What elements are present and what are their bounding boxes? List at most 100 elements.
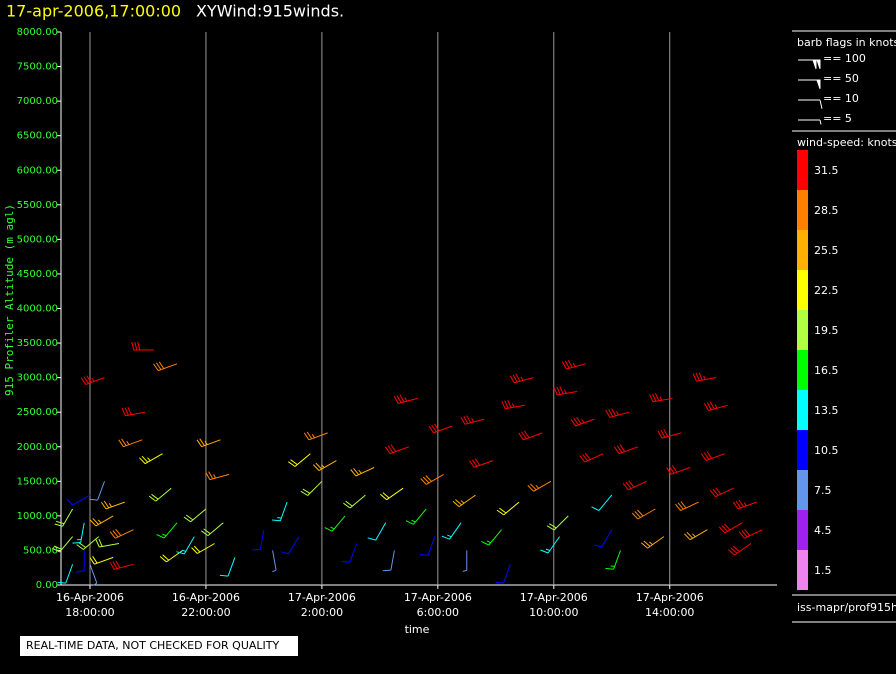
wind-barb xyxy=(640,536,665,549)
wind-barb xyxy=(518,430,543,441)
wind-barb xyxy=(196,438,221,448)
wind-barb xyxy=(591,494,613,511)
legend-label: == 50 xyxy=(823,72,859,85)
wind-barb xyxy=(605,550,621,570)
y-tick-label: 3500.00 xyxy=(17,338,58,349)
wind-barb xyxy=(452,494,476,508)
wind-barb xyxy=(95,538,120,548)
legend-barb xyxy=(798,119,822,125)
wind-barb xyxy=(495,564,511,584)
wind-barb xyxy=(384,444,410,455)
colorbar-swatch xyxy=(797,190,808,230)
y-tick-label: 6000.00 xyxy=(17,165,58,176)
colorbar-swatch xyxy=(797,390,808,430)
wind-barb xyxy=(718,522,743,534)
colorbar-swatch xyxy=(797,430,808,470)
wind-barb xyxy=(205,471,230,481)
legend-barb xyxy=(798,99,823,109)
y-axis-label: 915 Profiler Altitude (m agl) xyxy=(3,204,16,396)
colorbar-label: 13.5 xyxy=(814,404,839,417)
wind-barb xyxy=(622,480,647,491)
notice-box xyxy=(20,636,298,656)
wind-barb xyxy=(462,550,468,572)
flag-legend-title: barb flags in knots xyxy=(797,36,896,49)
colorbar-swatch xyxy=(797,470,808,510)
wind-barb xyxy=(148,487,172,502)
wind-barb xyxy=(300,480,323,496)
colorbar-label: 31.5 xyxy=(814,164,839,177)
wind-barb xyxy=(382,550,395,572)
legend-label: == 10 xyxy=(823,92,859,105)
wind-barb xyxy=(666,465,691,475)
colorbar-swatch xyxy=(797,150,808,190)
colorbar-label: 19.5 xyxy=(814,324,839,337)
wind-barb xyxy=(312,460,337,472)
wind-barb xyxy=(738,528,763,539)
wind-barb xyxy=(54,508,74,527)
wind-barb xyxy=(405,508,427,525)
y-tick-label: 5000.00 xyxy=(17,234,58,245)
wind-barb xyxy=(727,543,752,556)
wind-barb xyxy=(700,451,725,461)
colorbar-swatch xyxy=(797,510,808,550)
wind-barb xyxy=(219,557,236,577)
wind-barb xyxy=(272,501,288,522)
colorbar-label: 28.5 xyxy=(814,204,839,217)
colorbar-swatch xyxy=(797,550,808,590)
y-tick-label: 1500.00 xyxy=(17,476,58,487)
wind-barb xyxy=(201,522,224,537)
wind-barb xyxy=(76,550,85,573)
wind-barb xyxy=(420,473,444,485)
wind-barb xyxy=(613,444,639,455)
legend-barb xyxy=(798,59,821,69)
wind-barb xyxy=(579,452,604,463)
y-tick-label: 3000.00 xyxy=(17,373,58,384)
colorbar-label: 4.5 xyxy=(814,524,832,537)
x-tick-label: 16-Apr-2006 18:00:00 xyxy=(55,591,124,619)
wind-barb xyxy=(481,529,502,546)
wind-barb xyxy=(139,453,163,465)
y-tick-label: 2500.00 xyxy=(17,407,58,418)
wind-barb xyxy=(343,494,366,509)
wind-barb xyxy=(288,453,311,467)
wind-barb xyxy=(76,536,100,550)
x-tick-label: 17-Apr-2006 2:00:00 xyxy=(287,591,356,619)
y-tick-label: 8000.00 xyxy=(17,27,58,38)
wind-barb xyxy=(324,515,346,532)
wind-barb xyxy=(131,341,154,351)
wind-barb xyxy=(684,529,708,541)
colorbar-label: 7.5 xyxy=(814,484,832,497)
y-tick-label: 2000.00 xyxy=(17,442,58,453)
y-tick-label: 0.00 xyxy=(36,580,58,591)
wind-barb xyxy=(57,564,74,584)
wind-barb xyxy=(527,480,552,492)
x-tick-label: 17-Apr-2006 10:00:00 xyxy=(519,591,588,619)
y-tick-label: 4000.00 xyxy=(17,304,58,315)
wind-barb xyxy=(156,522,178,539)
wind-barb xyxy=(252,529,265,551)
wind-barb xyxy=(496,501,520,516)
wind-barb xyxy=(428,423,453,434)
wind-barb xyxy=(80,375,105,385)
notice: REAL-TIME DATA, NOT CHECKED FOR QUALITY xyxy=(26,639,280,652)
wind-barb xyxy=(657,429,682,439)
wind-barb xyxy=(109,560,134,570)
y-tick-label: 1000.00 xyxy=(17,511,58,522)
colorbar-label: 10.5 xyxy=(814,444,839,457)
wind-barb xyxy=(118,438,143,448)
wind-barb xyxy=(380,487,404,501)
colorbar-swatch xyxy=(797,350,808,390)
wind-barb xyxy=(303,431,328,441)
colorbar-swatch xyxy=(797,230,808,270)
wind-barb xyxy=(732,499,757,510)
x-tick-label: 16-Apr-2006 22:00:00 xyxy=(171,591,240,619)
wind-barb xyxy=(546,515,569,531)
wind-barb xyxy=(89,556,114,565)
x-axis-label: time xyxy=(405,623,430,636)
wind-barb xyxy=(341,543,358,563)
wind-barb xyxy=(153,361,178,372)
wind-barb xyxy=(121,406,146,417)
y-tick-label: 7000.00 xyxy=(17,96,58,107)
wind-barb xyxy=(631,508,656,520)
